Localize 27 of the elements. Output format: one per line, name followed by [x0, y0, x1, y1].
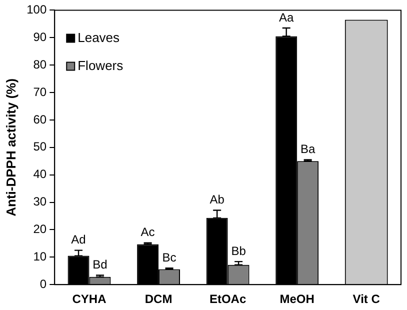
y-tick-label: 60	[33, 112, 47, 126]
data-label: Bb	[231, 244, 246, 258]
y-tick-label: 100	[26, 2, 47, 17]
y-tick-label: 70	[33, 84, 47, 99]
data-label: Ad	[71, 232, 86, 247]
data-label: Ac	[140, 225, 155, 240]
x-tick-label: DCM	[144, 292, 172, 306]
data-label: Ab	[210, 192, 225, 207]
data-label: Bc	[162, 250, 176, 264]
legend-label: Flowers	[78, 58, 124, 73]
data-label: Aa	[279, 10, 294, 24]
legend-label: Leaves	[78, 30, 120, 45]
x-tick-label: CYHA	[72, 292, 107, 306]
y-tick-label: 80	[33, 57, 47, 72]
y-tick-label: 10	[33, 249, 47, 264]
y-tick-label: 50	[33, 140, 47, 154]
y-axis-title: Anti-DPPH activity (%)	[3, 78, 18, 216]
x-tick-label: Vit C	[352, 292, 380, 306]
y-tick-label: 40	[33, 167, 47, 182]
y-tick-label: 30	[33, 194, 47, 209]
y-tick-label: 20	[33, 222, 47, 236]
x-tick-label: MeOH	[280, 292, 314, 306]
data-label: Ba	[300, 142, 316, 156]
y-tick-label: 0	[40, 276, 47, 291]
y-tick-label: 90	[33, 30, 47, 44]
x-tick-label: EtOAc	[209, 292, 246, 306]
data-label: Bd	[92, 258, 108, 272]
